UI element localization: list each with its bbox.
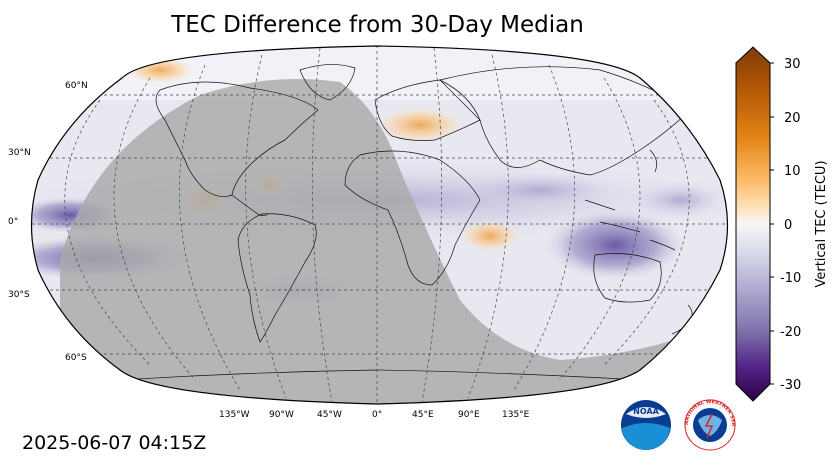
- noaa-logo-icon: NOAA: [621, 400, 671, 450]
- lon-label-90e: 90°E: [458, 410, 480, 420]
- coastlines: [119, 64, 693, 381]
- lon-label-135w: 135°W: [219, 410, 250, 420]
- lat-label-0: 0°: [8, 217, 18, 227]
- colorbar-tick-10: 10: [784, 164, 801, 179]
- colorbar-bar: [735, 46, 771, 402]
- colorbar-tick-20: 20: [784, 111, 801, 126]
- tec-field: [31, 46, 728, 404]
- night-shading: [60, 79, 720, 404]
- noaa-logo-text: NOAA: [633, 407, 659, 416]
- purple-anomaly-indonesia: [545, 210, 685, 280]
- globe-outline: [30, 45, 729, 405]
- colorbar-tick-30: 30: [784, 57, 801, 72]
- lon-label-90w: 90°W: [269, 410, 294, 420]
- lat-label-30n: 30°N: [8, 148, 31, 158]
- lon-label-45w: 45°W: [317, 410, 342, 420]
- lon-label-135e: 135°E: [502, 410, 530, 420]
- map-title: TEC Difference from 30-Day Median: [171, 12, 584, 38]
- timestamp: 2025-06-07 04:15Z: [22, 432, 207, 454]
- colorbar-tick-neg20: -20: [780, 325, 801, 340]
- lon-label-0: 0°: [372, 410, 382, 420]
- colorbar-tick-neg10: -10: [780, 271, 801, 286]
- lon-label-45e: 45°E: [412, 410, 434, 420]
- colorbar-tick-neg30: -30: [780, 378, 801, 393]
- lat-label-60n: 60°N: [65, 81, 88, 91]
- colorbar-label: Vertical TEC (TECU): [814, 160, 829, 287]
- graticule: [31, 46, 728, 404]
- colorbar-tick-0: 0: [784, 218, 792, 233]
- lat-label-60s: 60°S: [65, 353, 87, 363]
- lat-label-30s: 30°S: [8, 290, 30, 300]
- orange-anomaly-africa: [460, 220, 520, 252]
- colorbar: 30 20 10 0 -10 -20 -30 Vertical TEC (TEC…: [735, 46, 829, 402]
